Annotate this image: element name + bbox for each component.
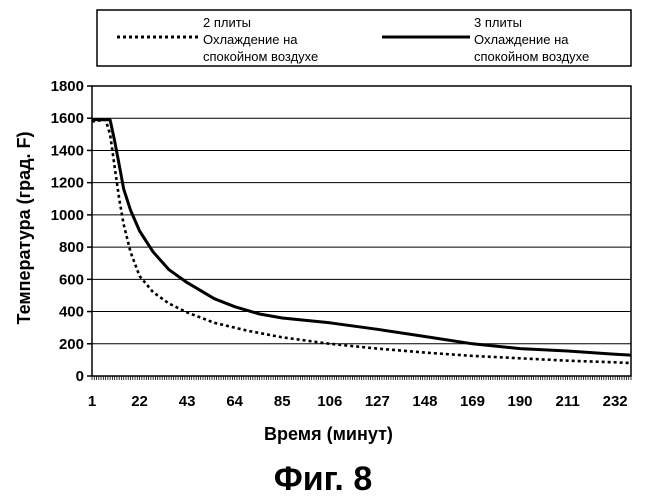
y-tick-label: 0 (76, 368, 84, 385)
y-axis-title: Температура (град. F) (14, 131, 34, 324)
gridlines (87, 86, 631, 376)
y-tick-label: 600 (59, 271, 84, 288)
legend-label-series-2-line-2: Охлаждение на (474, 32, 569, 47)
figure-caption: Фиг. 8 (274, 460, 372, 498)
x-tick-label: 211 (555, 393, 579, 410)
x-axis-title: Время (минут) (264, 424, 393, 444)
x-tick-label: 127 (365, 393, 390, 410)
y-axis-tick-labels: 0 200 400 600 800 1000 1200 1400 1600 1800 (51, 78, 84, 385)
y-tick-label: 1200 (51, 175, 84, 192)
y-tick-label: 200 (59, 336, 84, 353)
x-tick-label: 169 (460, 393, 485, 410)
y-tick-label: 800 (59, 239, 84, 256)
x-tick-label: 232 (603, 393, 628, 410)
y-tick-label: 1000 (51, 207, 84, 224)
legend-label-series-1-line-2: Охлаждение на (203, 32, 298, 47)
x-tick-label: 22 (131, 393, 148, 410)
x-axis-tick-labels: 1 22 43 64 85 106 127 148 169 190 211 232 (88, 393, 628, 410)
legend: 2 плиты Охлаждение на спокойном воздухе … (97, 10, 631, 66)
x-tick-label: 148 (412, 393, 437, 410)
legend-label-series-2-line-3: спокойном воздухе (474, 49, 589, 64)
x-tick-label: 1 (88, 393, 96, 410)
x-tick-label: 190 (508, 393, 533, 410)
plot-area (92, 86, 631, 376)
legend-label-series-1-line-3: спокойном воздухе (203, 49, 318, 64)
y-tick-label: 1600 (51, 110, 84, 127)
x-tick-label: 85 (274, 393, 291, 410)
y-tick-label: 1800 (51, 78, 84, 95)
x-tick-label: 64 (226, 393, 243, 410)
y-tick-label: 400 (59, 304, 84, 321)
x-tick-label: 43 (179, 393, 196, 410)
x-tick-label: 106 (317, 393, 342, 410)
series-line-2 (92, 120, 631, 355)
legend-label-series-2-line-1: 3 плиты (474, 15, 522, 30)
series-lines (92, 120, 631, 363)
legend-label-series-1-line-1: 2 плиты (203, 15, 251, 30)
y-tick-label: 1400 (51, 142, 84, 159)
